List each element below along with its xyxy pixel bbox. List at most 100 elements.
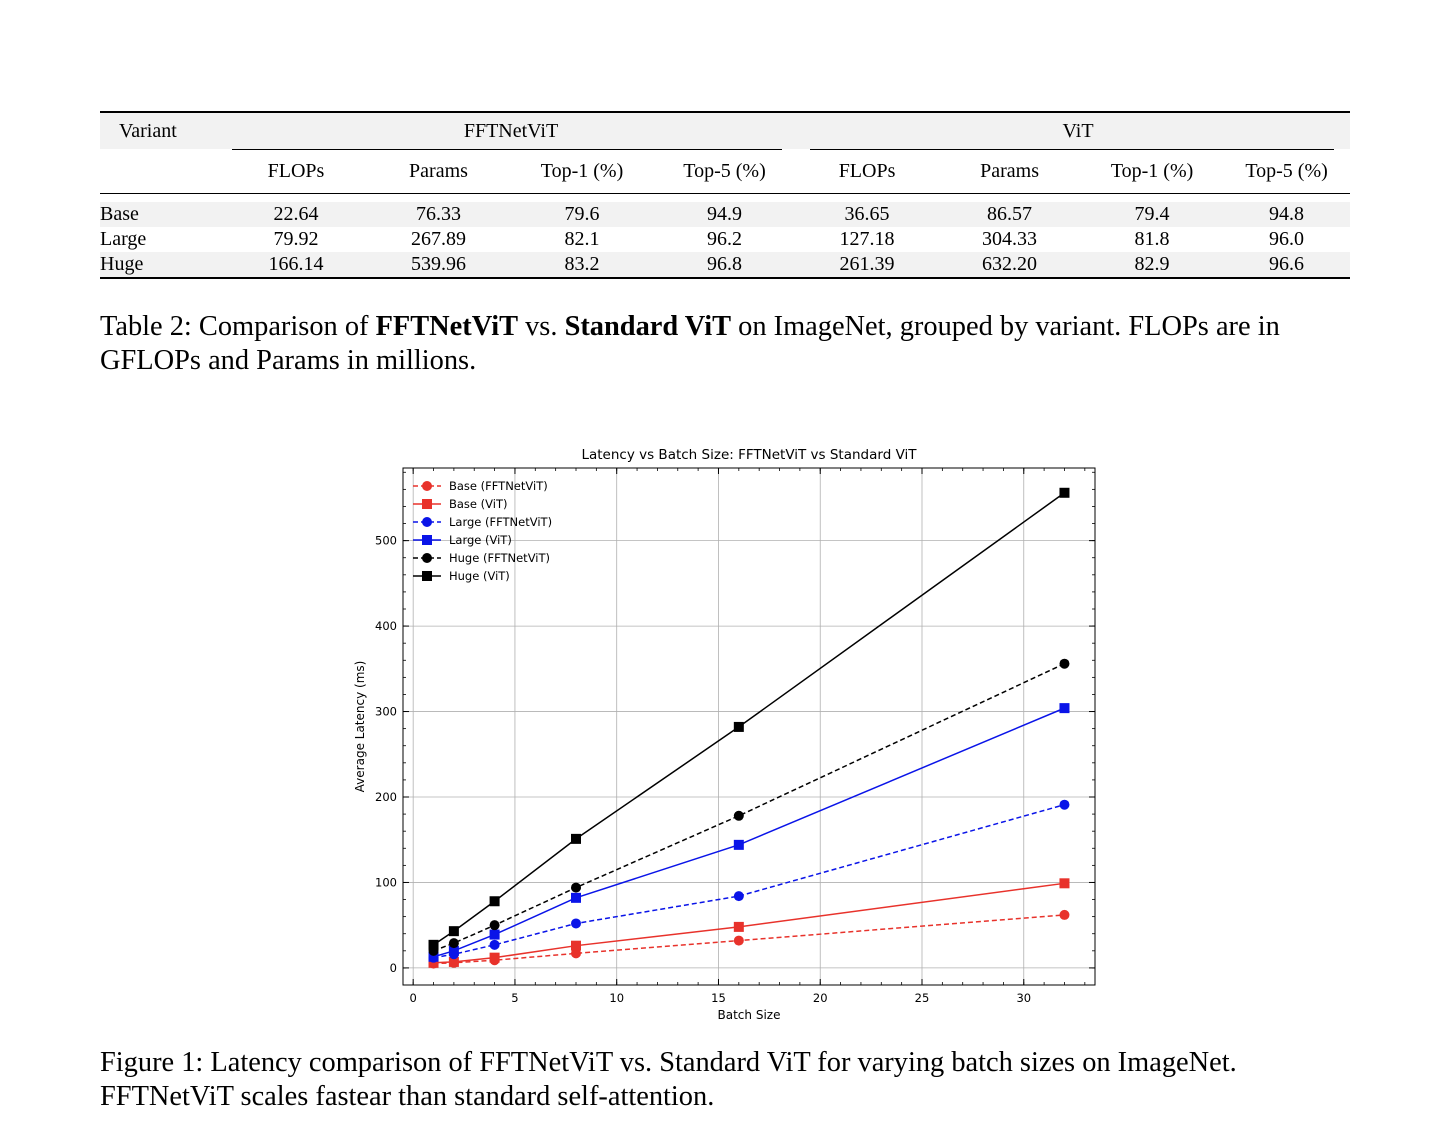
table-cell: 96.2 (707, 228, 743, 250)
table-cell: 96.6 (1223, 252, 1351, 279)
x-tick-label: 25 (915, 991, 930, 1005)
table-row: Large 79.92 267.89 82.1 96.2 127.18 304.… (100, 227, 1350, 252)
column-header: Top-1 (%) (511, 149, 653, 194)
data-point (448, 945, 459, 956)
data-point (428, 939, 439, 950)
y-tick-label: 300 (375, 705, 397, 719)
table-cell: 94.8 (1269, 203, 1305, 225)
table-caption: Table 2: Comparison of FFTNetViT vs. Sta… (100, 310, 1360, 378)
variant-cell: Huge (100, 252, 226, 279)
y-tick-label: 400 (375, 619, 397, 633)
table-cell: 261.39 (796, 252, 939, 279)
table-group-header-row: Variant FFTNetViT ViT (100, 111, 1351, 149)
column-header: Top-1 (%) (1081, 149, 1224, 194)
data-point (733, 891, 744, 902)
table-cell: 76.33 (416, 203, 461, 225)
data-point (448, 926, 459, 937)
data-point (571, 833, 581, 844)
data-point (1059, 487, 1070, 498)
group-header-vit: ViT (796, 111, 1351, 149)
y-tick-label: 0 (390, 961, 397, 975)
table-caption-bold-fftnetvit: FFTNetViT (375, 311, 519, 342)
x-tick-label: 5 (511, 991, 518, 1005)
chart-title: Latency vs Batch Size: FFTNetViT vs Stan… (581, 447, 917, 463)
variant-cell: Large (100, 228, 147, 250)
table-cell: 36.65 (844, 203, 890, 225)
legend-marker (422, 553, 432, 563)
table-caption-bold-vit: Standard ViT (564, 311, 732, 342)
data-point (489, 939, 500, 950)
legend-marker (422, 499, 432, 509)
table-cell: 267.89 (411, 228, 466, 250)
y-tick-label: 100 (375, 875, 397, 889)
data-point (428, 957, 439, 968)
legend-marker (422, 535, 432, 545)
table-cell: 94.9 (707, 203, 743, 225)
data-point (571, 892, 581, 903)
column-header: FLOPs (796, 149, 939, 194)
table-row: Huge 166.14 539.96 83.2 96.8 261.39 632.… (100, 252, 1351, 279)
column-header: Params (366, 149, 511, 194)
data-point (448, 938, 459, 949)
x-axis-label: Batch Size (718, 1008, 781, 1022)
x-tick-label: 30 (1016, 991, 1031, 1005)
series-line (433, 914, 1065, 965)
variant-header: Variant (100, 111, 226, 149)
table-cell: 79.4 (1134, 203, 1170, 225)
column-header: FLOPs (226, 149, 366, 194)
legend-label: Base (FFTNetViT) (449, 479, 548, 493)
data-point (733, 921, 744, 932)
figure-caption: Figure 1: Latency comparison of FFTNetVi… (100, 1047, 1237, 1112)
data-point (489, 952, 500, 963)
table-cell: 83.2 (511, 252, 653, 279)
legend-label: Large (FFTNetViT) (449, 515, 552, 529)
legend-marker (422, 481, 432, 491)
y-tick-label: 200 (375, 790, 397, 804)
table-cell: 166.14 (226, 252, 366, 279)
data-point (1059, 658, 1070, 669)
latency-chart: Latency vs Batch Size: FFTNetViT vs Stan… (353, 447, 1096, 1022)
column-header: Params (938, 149, 1082, 194)
table-cell: 632.20 (938, 252, 1082, 279)
group-header-fftnetvit: FFTNetViT (226, 111, 797, 149)
results-table: Variant FFTNetViT ViT FLOPs Params Top-1… (100, 111, 1351, 279)
legend-label: Base (ViT) (449, 497, 507, 511)
legend-marker (422, 571, 432, 581)
data-point (571, 948, 581, 959)
legend-label: Large (ViT) (449, 533, 512, 547)
column-header: Top-5 (%) (1223, 149, 1350, 194)
table-column-header-row: FLOPs Params Top-1 (%) Top-5 (%) FLOPs P… (100, 149, 1350, 194)
table-cell: 82.1 (564, 228, 600, 250)
x-tick-label: 15 (711, 991, 726, 1005)
table-cell: 81.8 (1134, 228, 1170, 250)
data-point (1059, 878, 1070, 889)
table-row: Base 22.64 76.33 79.6 94.9 36.65 86.57 7… (100, 202, 1351, 227)
table-cell: 304.33 (982, 228, 1038, 250)
data-point (448, 956, 459, 967)
table-cell: 79.92 (273, 228, 319, 250)
data-point (428, 951, 439, 962)
data-point (733, 721, 744, 732)
x-tick-label: 10 (609, 991, 624, 1005)
x-tick-label: 0 (410, 991, 417, 1005)
legend-marker (422, 517, 432, 527)
table-cell: 79.6 (564, 203, 600, 225)
data-point (733, 935, 744, 946)
table-caption-suffix: on ImageNet, grouped by variant. FLOPs a… (100, 311, 1280, 376)
series-line (433, 803, 1065, 959)
data-point (733, 839, 744, 850)
plot-frame (402, 467, 1096, 986)
data-point (1059, 799, 1070, 810)
table-cell: 96.0 (1269, 228, 1305, 250)
empty-header-cell (100, 149, 226, 194)
series-line (433, 663, 1065, 952)
table-cell: 127.18 (839, 228, 895, 250)
table-caption-prefix: Table 2: Comparison of (100, 311, 376, 342)
data-point (571, 940, 581, 951)
table-cell: 22.64 (273, 203, 319, 225)
data-point (1059, 703, 1070, 714)
data-point (571, 918, 581, 929)
y-tick-label: 500 (375, 534, 397, 548)
legend-label: Huge (ViT) (449, 569, 510, 583)
table-cell: 96.8 (653, 252, 797, 279)
